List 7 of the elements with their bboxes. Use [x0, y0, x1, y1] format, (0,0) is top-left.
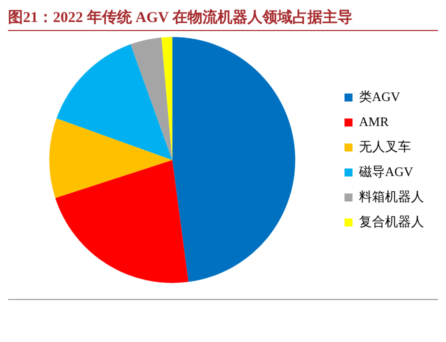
- legend-label: 复合机器人: [359, 214, 424, 229]
- legend-label: 料箱机器人: [359, 188, 424, 204]
- legend-label: 类AGV: [359, 88, 401, 104]
- chart-title: 图21：2022 年传统 AGV 在物流机器人领域占据主导: [8, 8, 438, 31]
- legend-label: AMR: [359, 114, 389, 129]
- legend-label: 无人叉车: [359, 138, 411, 154]
- legend-label: 磁导AGV: [358, 164, 414, 179]
